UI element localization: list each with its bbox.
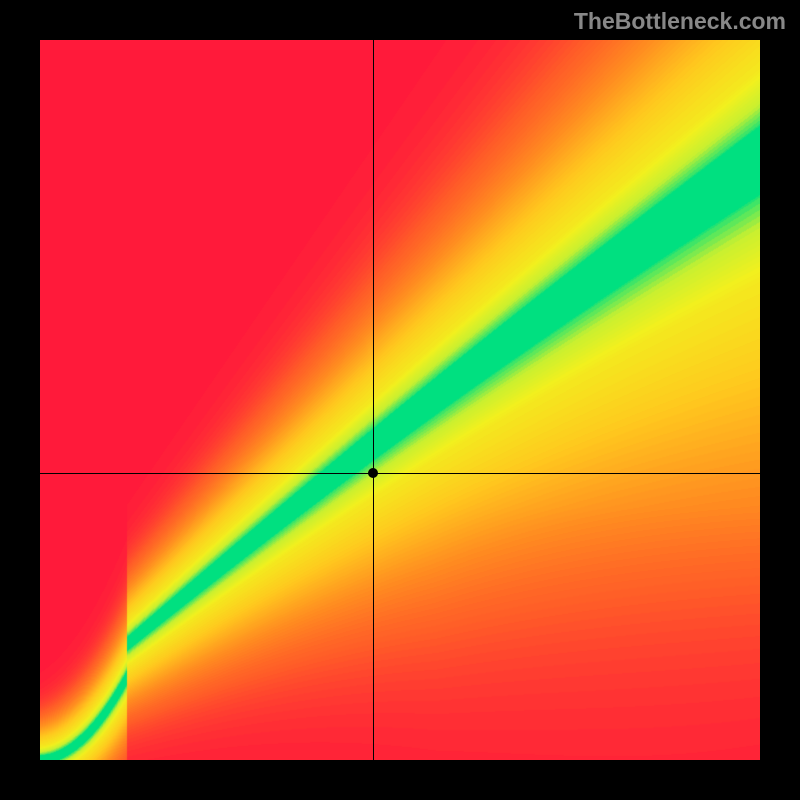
crosshair-vertical xyxy=(373,40,374,760)
watermark-text: TheBottleneck.com xyxy=(574,8,786,35)
heatmap-canvas xyxy=(40,40,760,760)
bottleneck-heatmap xyxy=(40,40,760,760)
crosshair-horizontal xyxy=(40,473,760,474)
marker-point xyxy=(368,468,378,478)
